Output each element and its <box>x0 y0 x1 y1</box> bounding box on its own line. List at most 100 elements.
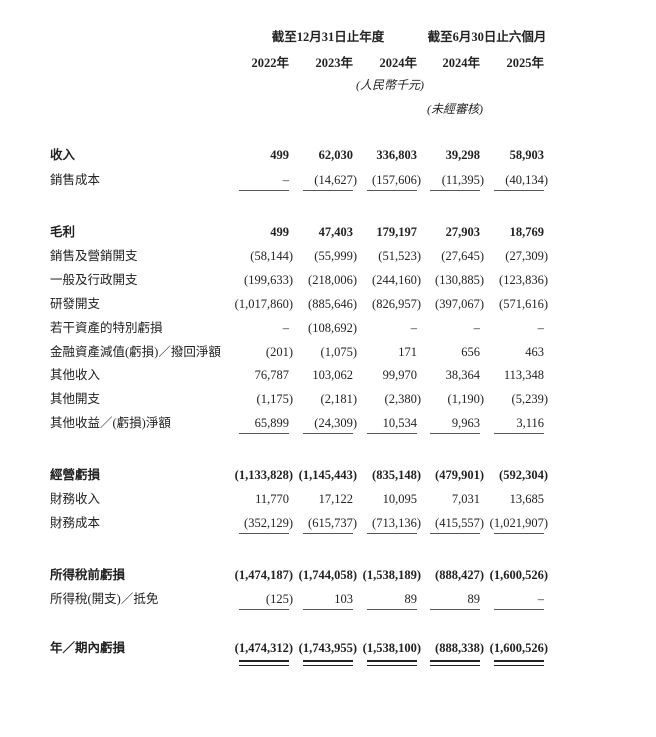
table-row: 若干資產的特別虧損 – (108,692) – – – <box>0 319 656 337</box>
underline <box>430 609 480 610</box>
underline <box>239 533 289 534</box>
row-value: – <box>537 321 544 335</box>
double-underline <box>430 660 480 666</box>
row-value: (40,134) <box>505 173 548 187</box>
row-label: 其他開支 <box>50 392 101 406</box>
row-value: 47,403 <box>318 225 353 239</box>
row-value: 103 <box>334 592 353 606</box>
double-underline <box>239 660 289 666</box>
row-value: 99,970 <box>382 368 417 382</box>
row-value: 89 <box>467 592 481 606</box>
row-value: – <box>282 321 289 335</box>
table-row: 年／期內虧損 (1,474,312) (1,743,955) (1,538,100) (… <box>0 639 656 666</box>
header-year-2022: 2022年 <box>251 56 289 70</box>
row-label: 經營虧損 <box>50 468 101 482</box>
row-value: 17,122 <box>318 492 353 506</box>
double-underline <box>494 660 544 666</box>
header-year-2024: 2024年 <box>379 56 417 70</box>
row-value: (1,474,187) <box>234 568 293 582</box>
header-year-2025-interim: 2025年 <box>506 56 544 70</box>
row-label: 收入 <box>50 148 76 162</box>
row-value: (592,304) <box>499 468 548 482</box>
row-value: (201) <box>265 345 293 359</box>
table-row: 其他開支 (1,175) (2,181) (2,380) (1,190) (5,239) <box>0 390 656 408</box>
row-value: (352,129) <box>244 516 293 530</box>
row-value: (888,427) <box>435 568 484 582</box>
underline <box>367 190 417 191</box>
underline <box>367 533 417 534</box>
row-label: 銷售成本 <box>50 173 101 187</box>
table-row: 一般及行政開支 (199,633) (218,006) (244,160) (130,8… <box>0 271 656 289</box>
row-value: – <box>282 173 289 187</box>
row-value: (1,538,100) <box>362 641 421 655</box>
row-value: (479,901) <box>435 468 484 482</box>
row-value: (1,075) <box>320 345 357 359</box>
table-row: 金融資產減值(虧損)／撥回淨額 (201) (1,075) 171 656 463 <box>0 343 656 361</box>
row-value: – <box>537 592 544 606</box>
underline <box>494 533 544 534</box>
row-value: (218,006) <box>308 273 357 287</box>
row-value: 113,348 <box>503 368 544 382</box>
row-value: (125) <box>265 592 293 606</box>
row-label: 金融資產減值(虧損)／撥回淨額 <box>50 345 221 359</box>
row-value: 9,963 <box>451 416 480 430</box>
row-value: 39,298 <box>445 148 480 162</box>
row-value: (1,145,443) <box>298 468 357 482</box>
row-label: 財務收入 <box>50 492 101 506</box>
row-label: 所得稅前虧損 <box>50 568 126 582</box>
row-value: (123,836) <box>499 273 548 287</box>
row-value: (415,557) <box>435 516 484 530</box>
underline <box>303 190 353 191</box>
row-value: 499 <box>270 225 289 239</box>
underline <box>367 433 417 434</box>
underline <box>239 609 289 610</box>
row-value: (11,395) <box>441 173 484 187</box>
row-value: 89 <box>404 592 418 606</box>
table-row: 毛利 499 47,403 179,197 27,903 18,769 <box>0 223 656 241</box>
row-value: 38,364 <box>445 368 480 382</box>
table-row: 所得稅(開支)／抵免 (125) 103 89 89 – <box>0 590 656 610</box>
row-label: 所得稅(開支)／抵免 <box>50 592 159 606</box>
table-row: 研發開支 (1,017,860) (885,646) (826,957) (397,06… <box>0 295 656 313</box>
row-value: 179,197 <box>376 225 417 239</box>
row-value: (58,144) <box>250 249 293 263</box>
row-value: 171 <box>398 345 417 359</box>
row-value: 13,685 <box>509 492 544 506</box>
row-value: (1,474,312) <box>234 641 293 655</box>
row-value: (713,136) <box>372 516 421 530</box>
row-value: 336,803 <box>376 148 417 162</box>
row-value: – <box>410 321 417 335</box>
row-value: 76,787 <box>254 368 289 382</box>
underline <box>367 609 417 610</box>
underline <box>430 533 480 534</box>
row-value: (1,600,526) <box>489 641 548 655</box>
underline <box>303 609 353 610</box>
row-value: (55,999) <box>314 249 357 263</box>
header-annual-period: 截至12月31日止年度 <box>271 30 385 44</box>
row-value: – <box>473 321 480 335</box>
underline <box>430 433 480 434</box>
row-value: 10,095 <box>382 492 417 506</box>
currency-note: (人民幣千元) <box>356 78 424 92</box>
row-value: (397,067) <box>435 297 484 311</box>
row-value: 62,030 <box>318 148 353 162</box>
double-underline <box>303 660 353 666</box>
table-row: 財務成本 (352,129) (615,737) (713,136) (415,557)… <box>0 514 656 534</box>
table-row: 其他收入 76,787 103,062 99,970 38,364 113,348 <box>0 366 656 384</box>
row-value: (1,021,907) <box>489 516 548 530</box>
row-value: (826,957) <box>372 297 421 311</box>
underline <box>239 190 289 191</box>
row-label: 銷售及營銷開支 <box>50 249 138 263</box>
row-value: (130,885) <box>435 273 484 287</box>
row-value: 103,062 <box>312 368 353 382</box>
table-row: 其他收益／(虧損)淨額 65,899 (24,309) 10,534 9,963 3,11… <box>0 414 656 434</box>
row-value: (835,148) <box>372 468 421 482</box>
row-label: 一般及行政開支 <box>50 273 138 287</box>
row-value: (885,646) <box>308 297 357 311</box>
row-value: (2,380) <box>384 392 421 406</box>
row-value: 65,899 <box>254 416 289 430</box>
row-label: 財務成本 <box>50 516 101 530</box>
row-value: 18,769 <box>509 225 544 239</box>
row-value: 27,903 <box>445 225 480 239</box>
row-value: (51,523) <box>378 249 421 263</box>
